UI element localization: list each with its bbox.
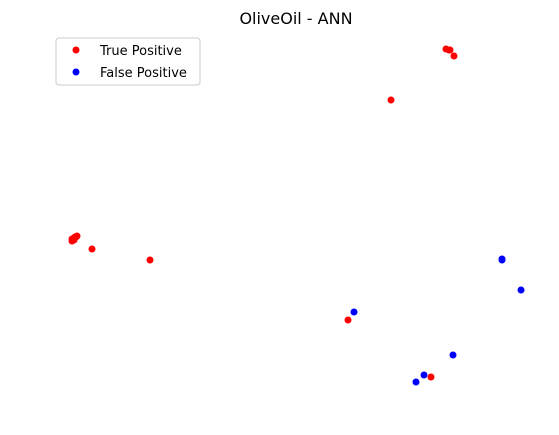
point-true-positive-11 <box>72 233 80 241</box>
legend-label-false-positive: False Positive <box>100 66 187 81</box>
legend-marker-true-positive <box>72 46 80 54</box>
chart-title: OliveOil - ANN <box>239 9 352 28</box>
point-true-positive-15 <box>427 373 435 381</box>
legend-box <box>55 37 201 86</box>
legend: True Positive False Positive <box>55 37 201 86</box>
point-false-positive-4 <box>449 351 457 359</box>
point-false-positive-3 <box>350 308 358 316</box>
point-true-positive-2 <box>446 46 454 54</box>
point-false-positive-5 <box>420 371 428 379</box>
point-true-positive-14 <box>344 316 352 324</box>
point-true-positive-13 <box>146 256 154 264</box>
point-true-positive-4 <box>387 96 395 104</box>
point-true-positive-3 <box>450 52 458 60</box>
legend-marker-false-positive <box>72 68 80 76</box>
point-false-positive-2 <box>517 286 525 294</box>
point-true-positive-12 <box>88 245 96 253</box>
points-layer <box>68 45 525 386</box>
legend-label-true-positive: True Positive <box>99 44 182 59</box>
point-false-positive-1 <box>498 256 506 264</box>
point-false-positive-6 <box>412 378 420 386</box>
